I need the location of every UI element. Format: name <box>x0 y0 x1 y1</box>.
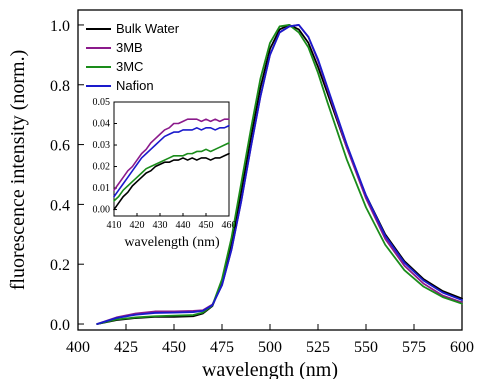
main-x-tick-label: 550 <box>354 339 378 356</box>
main-y-tick-label: 0.0 <box>50 317 70 334</box>
main-x-axis-title: wavelength (nm) <box>202 359 338 379</box>
main-y-tick-label: 1.0 <box>50 18 70 35</box>
main-x-tick-label: 575 <box>402 339 426 356</box>
main-x-tick-label: 500 <box>258 339 282 356</box>
inset-y-tick-label: 0.05 <box>93 97 111 108</box>
legend-label-3mc: 3MC <box>116 59 143 74</box>
inset-x-tick-label: 430 <box>153 220 168 231</box>
inset-y-axis-ticks: 0.00 0.01 0.02 0.03 0.04 0.05 <box>93 97 117 216</box>
inset-x-axis-title: wavelength (nm) <box>124 235 220 250</box>
main-x-tick-label: 475 <box>210 339 234 356</box>
main-y-tick-label: 0.8 <box>50 78 70 95</box>
legend: Bulk Water 3MB 3MC Nafion <box>86 21 180 93</box>
inset-line-series-1 <box>113 152 230 211</box>
main-line-3mc <box>96 24 463 325</box>
inset-line-series-2 <box>113 118 230 191</box>
main-x-tick-label: 450 <box>162 339 186 356</box>
inset-x-tick-label: 460 <box>222 220 237 231</box>
main-y-tick-label: 0.4 <box>50 197 70 214</box>
main-line-nafion <box>96 24 463 325</box>
main-x-axis-ticks: 400 425 450 475 500 525 550 575 600 <box>66 324 474 356</box>
main-x-tick-label: 425 <box>114 339 138 356</box>
legend-label-3mb: 3MB <box>116 40 143 55</box>
inset-line-series-4 <box>113 124 230 198</box>
main-series-lines <box>96 24 463 325</box>
inset-series-lines <box>113 118 230 211</box>
inset-y-tick-label: 0.04 <box>93 119 111 130</box>
inset-x-tick-label: 420 <box>130 220 145 231</box>
inset-y-tick-label: 0.00 <box>93 205 111 216</box>
inset-x-tick-label: 440 <box>176 220 191 231</box>
inset-line-series-3 <box>113 142 230 202</box>
inset-y-tick-label: 0.01 <box>93 183 111 194</box>
main-y-tick-label: 0.6 <box>50 138 70 155</box>
main-x-tick-label: 600 <box>450 339 474 356</box>
main-y-axis-title: fluorescence intensity (norm.) <box>7 50 29 290</box>
inset-x-tick-label: 450 <box>199 220 214 231</box>
inset-x-axis-ticks: 410 420 430 440 450 460 <box>107 213 237 231</box>
main-y-tick-label: 0.2 <box>50 257 70 274</box>
main-plot: 400 425 450 475 500 525 550 575 600 0.0 0.2 0.4 0.6… <box>7 9 474 379</box>
inset-y-tick-label: 0.02 <box>93 162 111 173</box>
main-x-tick-label: 400 <box>66 339 90 356</box>
inset-x-tick-label: 410 <box>107 220 122 231</box>
legend-label-bulk-water: Bulk Water <box>116 21 180 36</box>
inset-y-tick-label: 0.03 <box>93 140 111 151</box>
main-x-tick-label: 525 <box>306 339 330 356</box>
main-y-axis-ticks: 0.0 0.2 0.4 0.6 0.8 1.0 <box>50 18 84 334</box>
legend-label-nafion: Nafion <box>116 78 154 93</box>
inset-plot: 410 420 430 440 450 460 0.000.010.020.030.040… <box>93 97 237 250</box>
